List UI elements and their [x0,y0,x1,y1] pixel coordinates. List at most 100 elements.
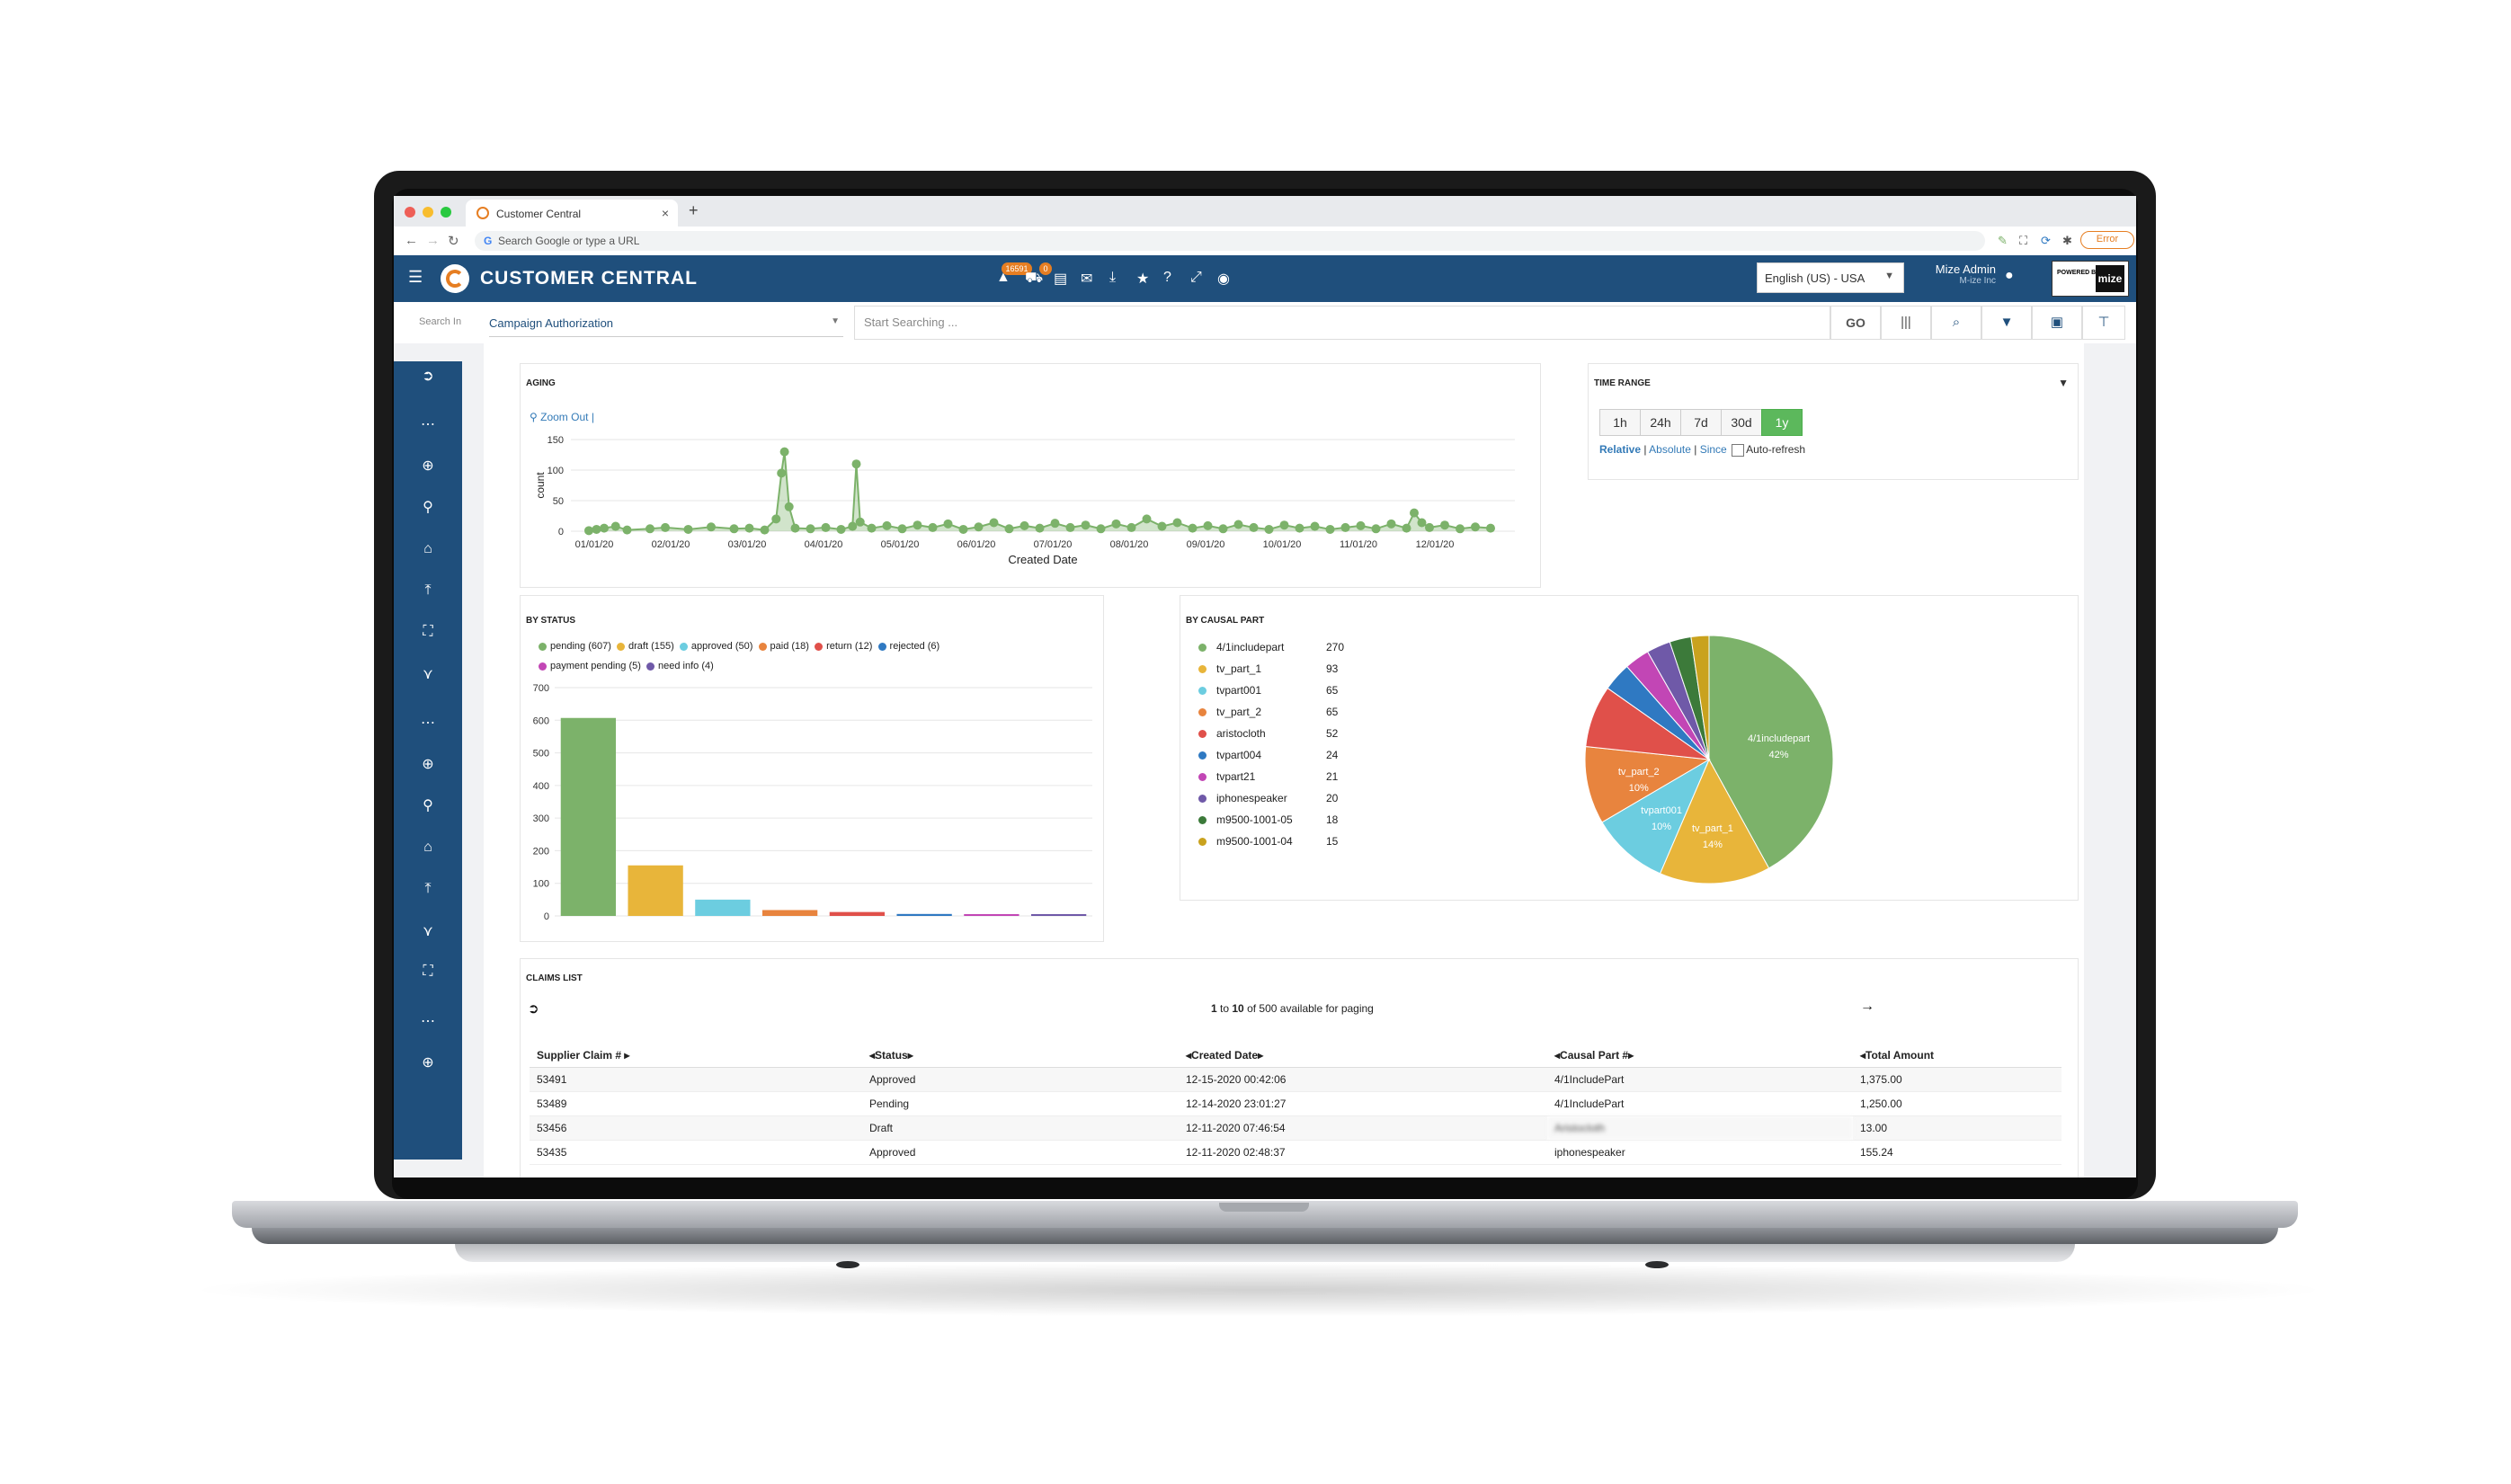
hierarchy-icon[interactable]: ⋎ [423,924,433,939]
add-icon[interactable]: ⊕ [422,458,434,474]
range-1y-button[interactable]: 1y [1761,409,1803,436]
close-window-button[interactable] [405,207,415,218]
language-select[interactable]: English (US) - USA ▼ [1757,262,1904,293]
auto-refresh-checkbox[interactable] [1732,443,1745,457]
legend-item[interactable]: aristocloth 52 [1198,727,1338,740]
range-1h-button[interactable]: 1h [1599,409,1641,436]
sync-icon[interactable]: ⟳ [2041,234,2051,247]
menu-icon[interactable]: ☰ [408,268,423,286]
extension-icon[interactable]: ✎ [1998,234,2008,247]
save-icon[interactable]: ▣ [2032,306,2082,340]
expand-icon[interactable]: ⤢ [1190,270,1202,285]
column-header[interactable]: ◂Status▸ [862,1044,1179,1068]
slice-percent: 10% [1629,783,1649,794]
more-icon[interactable]: ⋯ [421,1014,435,1029]
forward-icon[interactable]: → [426,233,440,248]
legend-item[interactable]: rejected (6) [877,641,939,652]
puzzle-icon[interactable]: ✱ [2062,234,2072,247]
cart-icon[interactable]: ⛟ [1025,271,1044,286]
scan-icon[interactable]: ⛶ [423,624,433,639]
table-cell: 12-11-2020 02:48:37 [1179,1140,1547,1165]
legend-item[interactable]: tvpart21 21 [1198,770,1338,783]
camera-icon[interactable]: ◉ [1217,271,1230,287]
report-icon[interactable]: ▤ [1054,271,1068,287]
upload-icon[interactable]: ⤒ [424,881,432,896]
search-scope-select[interactable]: Campaign Authorization ▼ [489,309,843,337]
legend-item[interactable]: return (12) [815,641,872,652]
next-page-icon[interactable]: → [1860,999,1874,1014]
since-link[interactable]: Since [1699,443,1727,456]
legend-item[interactable]: iphonespeaker 20 [1198,792,1338,804]
go-button[interactable]: GO [1830,306,1881,340]
absolute-link[interactable]: Absolute [1649,443,1691,456]
relative-link[interactable]: Relative [1599,443,1642,456]
table-row[interactable]: 53456 Draft 12-11-2020 07:46:54 Aristocl… [530,1115,2061,1141]
legend-item[interactable]: 4/1includepart 270 [1198,641,1344,653]
scan-icon[interactable]: ⛶ [423,964,433,979]
legend-item[interactable]: payment pending (5) [539,661,641,671]
pin-icon[interactable]: ⊤ [2082,306,2125,340]
legend-item[interactable]: tvpart001 65 [1198,684,1338,697]
upload-icon[interactable]: ⤒ [424,582,432,598]
add-icon[interactable]: ⊕ [422,1055,434,1071]
error-button[interactable]: Error [2080,231,2134,249]
table-row[interactable]: 53491 Approved 12-15-2020 00:42:06 4/1In… [530,1067,2061,1092]
message-icon[interactable]: ✉ [1081,271,1093,287]
more-icon[interactable]: ⋯ [421,715,435,731]
legend-item[interactable]: pending (607) [539,641,611,652]
legend-item[interactable]: tvpart004 24 [1198,749,1338,761]
back-icon[interactable]: ← [405,233,418,248]
column-header[interactable]: ◂Created Date▸ [1179,1044,1547,1068]
sidebar-toggle-icon[interactable]: ➲ [422,369,434,384]
column-header[interactable]: ◂Causal Part #▸ [1547,1044,1853,1068]
close-tab-icon[interactable]: × [661,206,669,220]
barcode-icon[interactable]: ||| [1881,306,1931,340]
legend-item[interactable]: tv_part_1 93 [1198,662,1338,675]
add-icon[interactable]: ⊕ [422,757,434,772]
inbox-icon[interactable]: ⌂ [423,541,432,556]
new-tab-button[interactable]: + [689,201,699,219]
legend-item[interactable]: m9500-1001-04 15 [1198,835,1338,848]
brand-logo-icon [441,264,469,293]
search-input[interactable]: Start Searching ... [854,306,1830,340]
table-cell: Approved [862,1067,1179,1092]
prev-page-icon[interactable]: ➲ [528,1001,539,1017]
table-row[interactable]: 53489 Pending 12-14-2020 23:01:27 4/1Inc… [530,1091,2061,1116]
advanced-search-icon[interactable]: ⌕ [1931,306,1981,340]
address-bar[interactable]: G Search Google or type a URL [475,231,1985,251]
range-30d-button[interactable]: 30d [1721,409,1762,436]
help-icon[interactable]: ? [1163,270,1171,285]
column-header[interactable]: ◂Total Amount [1853,1044,2061,1068]
maximize-window-button[interactable] [441,207,451,218]
hierarchy-icon[interactable]: ⋎ [423,667,433,682]
legend-item[interactable]: approved (50) [679,641,752,652]
reload-icon[interactable]: ↻ [448,234,459,249]
legend-item[interactable]: draft (155) [617,641,674,652]
column-header[interactable]: Supplier Claim # ▸ [530,1044,862,1068]
legend-value: 21 [1326,770,1339,783]
inbox-icon[interactable]: ⌂ [423,840,432,855]
download-icon[interactable]: ⤓ [1109,270,1117,285]
user-icon[interactable]: ● [2005,268,2014,283]
legend-dot [1198,795,1207,804]
filter-icon[interactable]: ▼ [2058,377,2069,389]
browser-tab[interactable]: Customer Central × [466,200,678,227]
search-icon[interactable]: ⚲ [423,798,433,813]
table-row[interactable]: 53435 Approved 12-11-2020 02:48:37 iphon… [530,1140,2061,1165]
user-menu[interactable]: Mize Admin M-ize Inc [1922,262,1996,286]
legend-item[interactable]: m9500-1001-05 18 [1198,813,1338,826]
minimize-window-button[interactable] [423,207,433,218]
search-icon[interactable]: ⚲ [423,500,433,515]
screenshot-icon[interactable]: ⛶ [2019,234,2028,247]
zoom-out-link[interactable]: ⚲ Zoom Out | [530,411,594,423]
star-icon[interactable]: ★ [1136,271,1150,287]
filter-icon[interactable]: ▼ [1981,306,2032,340]
range-7d-button[interactable]: 7d [1680,409,1722,436]
y-tick-label: 100 [548,466,564,476]
legend-item[interactable]: tv_part_2 65 [1198,706,1338,718]
more-icon[interactable]: ⋯ [421,417,435,432]
range-24h-button[interactable]: 24h [1640,409,1681,436]
laptop-shadow [180,1263,2337,1317]
legend-item[interactable]: paid (18) [758,641,809,652]
legend-item[interactable]: need info (4) [646,661,714,671]
